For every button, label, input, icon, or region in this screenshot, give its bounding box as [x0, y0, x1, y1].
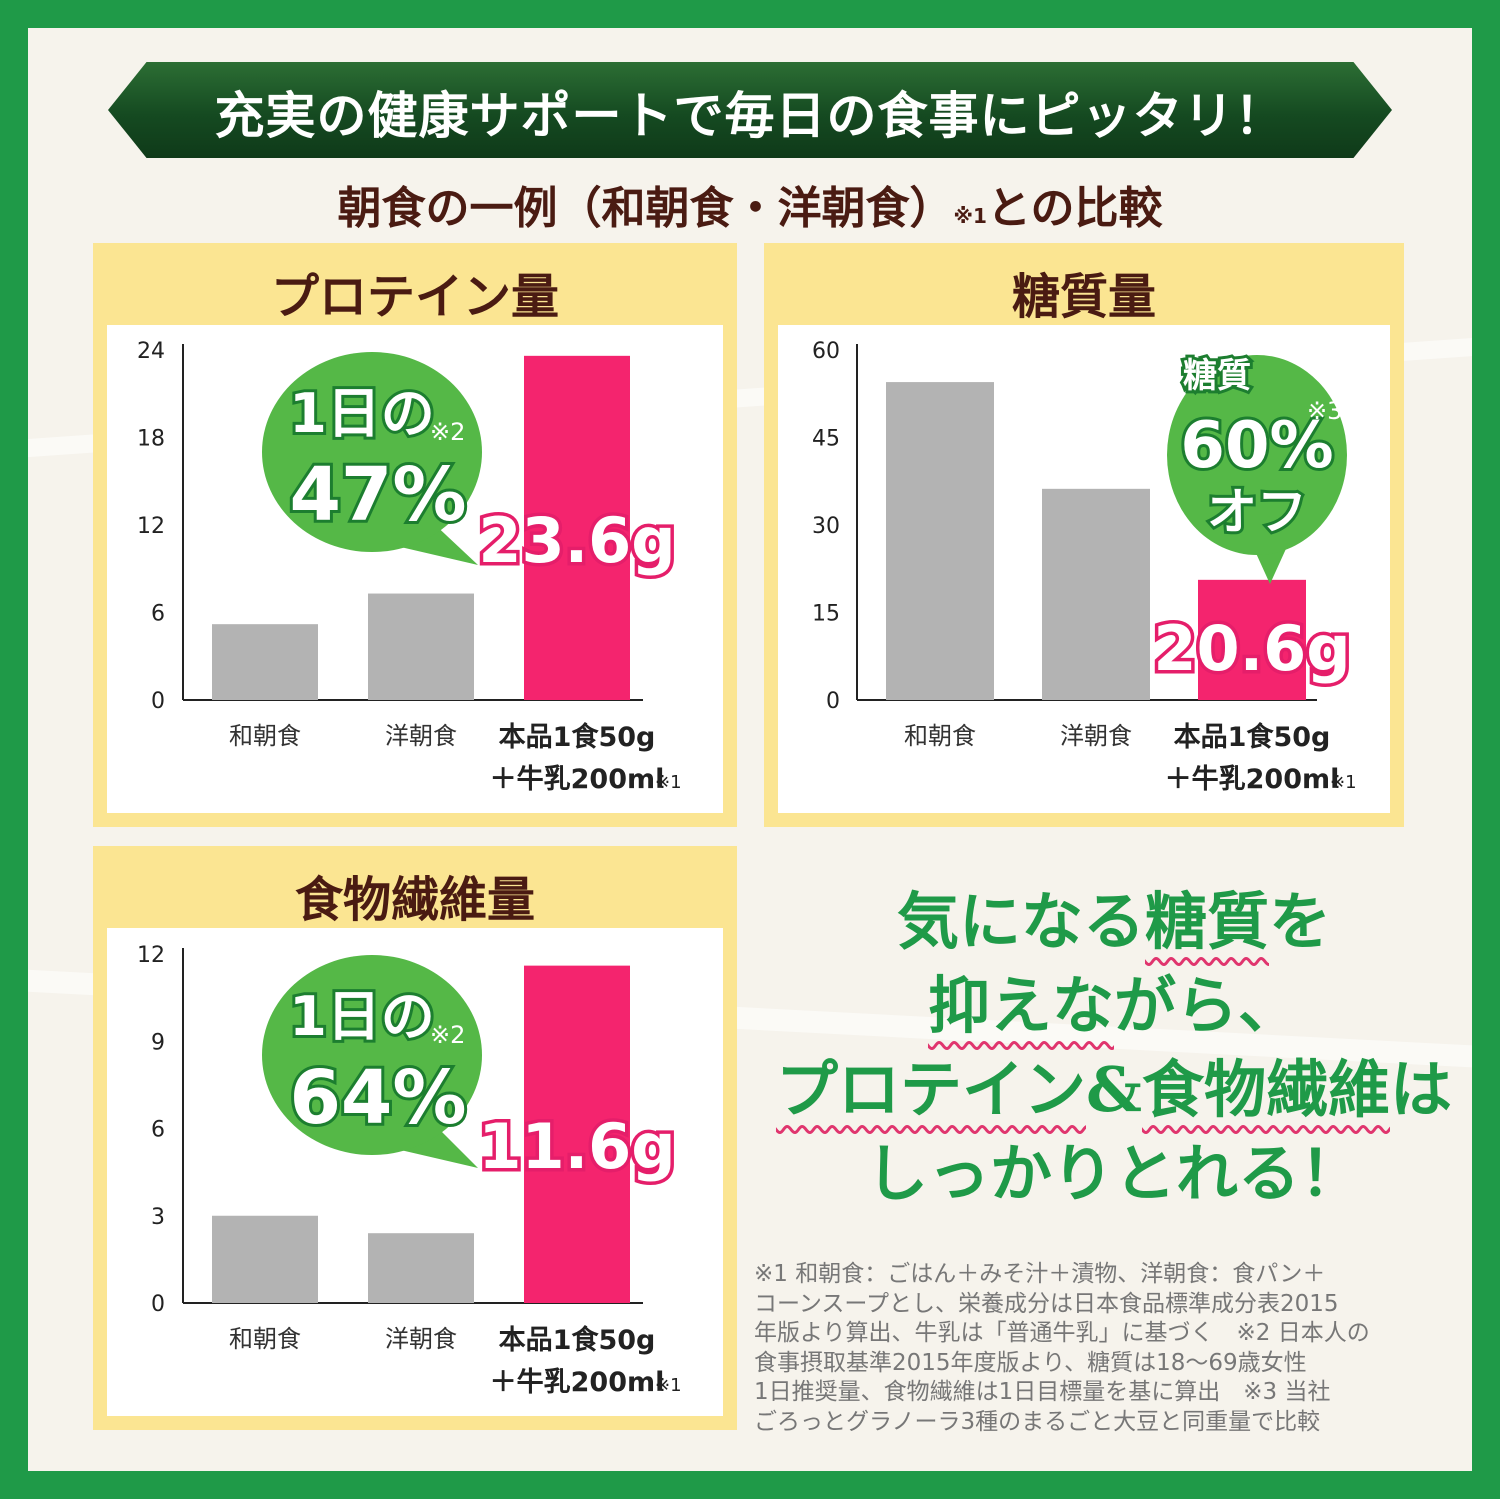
fiber-title: 食物繊維量	[294, 872, 535, 928]
footnote-line: コーンスープとし、栄養成分は日本食品標準成分表2015	[754, 1290, 1339, 1317]
callout-text: 糖質	[1183, 356, 1251, 396]
x-category-label: 和朝食	[229, 722, 301, 750]
callout-text: 1日の	[289, 985, 435, 1048]
slogan-emphasis-sugar: 糖質	[1144, 885, 1269, 958]
footnote-line: 1日推奨量、食物繊維は1日目標量を基に算出 ※3 当社	[754, 1379, 1331, 1405]
slogan-emphasis-fiber: 食物繊維	[1141, 1053, 1390, 1126]
y-tick-label: 9	[151, 1030, 165, 1055]
footnotes: ※1 和朝食：ごはん＋みそ汁＋漬物、洋朝食：食パン＋ コーンスープとし、栄養成分…	[754, 1260, 1440, 1437]
y-tick-label: 0	[826, 689, 840, 714]
bar	[368, 593, 474, 700]
callout-bubble	[1167, 355, 1347, 555]
bar	[886, 382, 994, 700]
x-category-label: ＋牛乳200ml	[1165, 764, 1340, 795]
x-category-label: 本品1食50g	[499, 721, 656, 753]
headline: 充実の健康サポートで毎日の食事にピッタリ！	[214, 86, 1286, 145]
slogan-line-3: プロテイン&食物繊維は	[775, 1053, 1453, 1126]
callout-percent: 60%	[1180, 409, 1333, 483]
y-tick-label: 15	[812, 602, 840, 627]
bar	[212, 624, 318, 700]
x-category-label: 本品1食50g	[499, 1324, 656, 1356]
x-category-label: ＋牛乳200ml	[490, 1367, 665, 1398]
bar-data-label: 20.6g	[1153, 612, 1350, 685]
bar	[212, 1215, 318, 1303]
subtitle-note: ※1	[953, 204, 987, 228]
bar	[1042, 488, 1150, 700]
y-tick-label: 6	[151, 602, 165, 627]
x-category-label: 和朝食	[229, 1325, 301, 1353]
bar	[368, 1233, 474, 1303]
slogan-emphasis-protein: プロテイン	[775, 1053, 1086, 1126]
bar	[524, 355, 630, 700]
protein-title: プロテイン量	[270, 269, 559, 325]
ribbon-shape	[108, 62, 1392, 158]
callout-note: ※2	[430, 1021, 465, 1049]
callout-bubble	[262, 352, 482, 552]
y-tick-label: 24	[137, 339, 165, 364]
x-category-label: 洋朝食	[385, 722, 457, 750]
subtitle-text: 朝食の一例（和朝食・洋朝食）	[337, 183, 954, 234]
bar-data-label: 11.6g	[478, 1110, 675, 1183]
callout-note: ※2	[430, 418, 465, 446]
x-category-label: 洋朝食	[1060, 722, 1132, 750]
y-tick-label: 6	[151, 1118, 165, 1143]
x-category-note: ※1	[655, 1375, 682, 1396]
bar	[1198, 579, 1306, 700]
comparison-subtitle: 朝食の一例（和朝食・洋朝食）※1との比較	[0, 172, 1500, 236]
y-tick-label: 30	[812, 514, 840, 539]
slogan-line-2: 抑えながら、	[927, 969, 1301, 1042]
callout-bubble	[262, 955, 482, 1155]
callout-percent: 64%	[289, 1055, 466, 1141]
bar-data-label: 23.6g	[478, 504, 675, 577]
y-tick-label: 12	[137, 514, 165, 539]
slogan-line-4: しっかりとれる！	[865, 1137, 1362, 1210]
callout-tail	[392, 1120, 478, 1168]
slogan-emphasis-suppress: 抑えな	[927, 969, 1114, 1042]
slogan: 気になる糖質を 抑えながら、 プロテイン&食物繊維は しっかりとれる！	[764, 880, 1464, 1216]
callout-text: 1日の	[289, 382, 435, 445]
x-category-label: 洋朝食	[385, 1325, 457, 1353]
footnote-line: 食事摂取基準2015年度版より、糖質は18～69歳女性	[754, 1349, 1307, 1376]
footnote-line: ごろっとグラノーラ3種のまるごと大豆と同重量で比較	[754, 1408, 1321, 1435]
headline-banner: 充実の健康サポートで毎日の食事にピッタリ！	[108, 62, 1392, 158]
sugar-title: 糖質量	[1011, 269, 1156, 325]
y-tick-label: 60	[812, 339, 840, 364]
x-category-label: 本品1食50g	[1174, 721, 1331, 753]
y-tick-label: 3	[151, 1205, 165, 1230]
callout-note: ※3	[1307, 397, 1342, 425]
y-tick-label: 0	[151, 1292, 165, 1317]
footnote-line: ※1 和朝食：ごはん＋みそ汁＋漬物、洋朝食：食パン＋	[754, 1261, 1326, 1287]
y-tick-label: 18	[137, 427, 165, 452]
x-category-note: ※1	[1330, 772, 1357, 793]
slogan-line-1: 気になる糖質を	[896, 885, 1332, 958]
subtitle-suffix: との比較	[986, 183, 1163, 234]
footnote-line: 年版より算出、牛乳は「普通牛乳」に基づく ※2 日本人の	[754, 1320, 1370, 1346]
x-category-label: 和朝食	[904, 722, 976, 750]
x-category-note: ※1	[655, 772, 682, 793]
callout-text: オフ	[1207, 483, 1307, 541]
y-tick-label: 0	[151, 689, 165, 714]
x-category-label: ＋牛乳200ml	[490, 764, 665, 795]
callout-percent: 47%	[289, 452, 466, 538]
y-tick-label: 45	[812, 427, 840, 452]
bar	[524, 965, 630, 1303]
y-tick-label: 12	[137, 943, 165, 968]
